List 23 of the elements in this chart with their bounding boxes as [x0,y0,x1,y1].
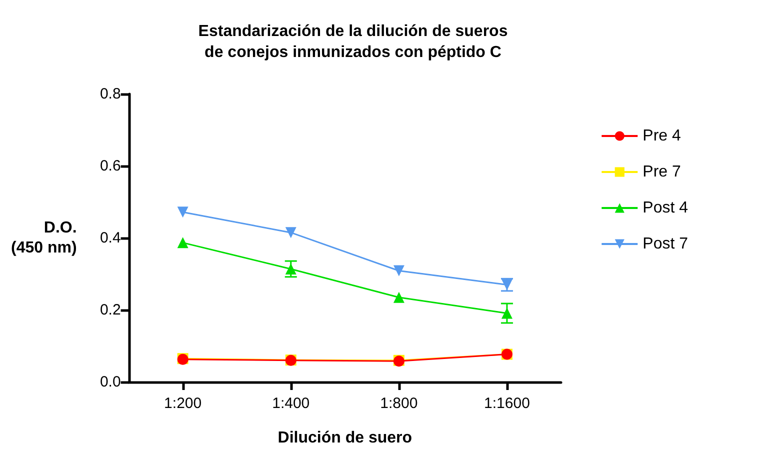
legend-label: Pre 7 [642,164,681,180]
x-axis-title: Dilución de suero [278,430,412,446]
y-axis-title: D.O. (450 nm) [11,220,77,256]
x-tick-label: 1:1600 [484,395,530,412]
x-tick-label: 1:200 [164,395,202,412]
point [285,227,296,238]
point [285,263,296,274]
y-tick-label: 0.0 [100,374,121,390]
y-tick-label: 0.2 [100,302,121,318]
y-tick-label: 0.8 [100,86,121,102]
y-tick-label: 0.6 [100,158,121,174]
point [393,265,404,276]
x-tick-label: 1:400 [272,395,310,412]
point [501,308,512,319]
legend-label: Pre 4 [642,128,681,144]
x-tick-label: 1:800 [380,395,418,412]
point [177,237,188,248]
y-tick-label: 0.4 [100,230,121,246]
point [393,292,404,303]
legend-label: Post 4 [642,200,688,216]
chart-title: Estandarización de la dilución de sueros de conejos inmunizados con péptido C [198,23,508,61]
legend-label: Post 7 [642,236,688,252]
point [177,206,188,218]
